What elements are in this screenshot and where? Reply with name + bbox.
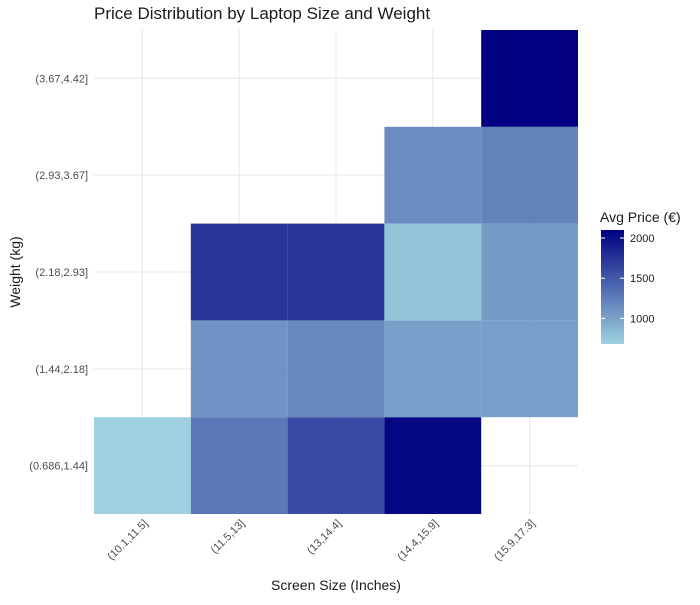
heatmap-cell — [384, 320, 482, 418]
legend-tick-label: 1500 — [630, 273, 654, 285]
y-tick-label: (1.44,2.18] — [35, 364, 88, 376]
x-tick-label: (15.9,17.3] — [492, 518, 538, 564]
heatmap-cell — [287, 223, 385, 321]
heatmap-cell — [384, 417, 482, 514]
heatmap-cell — [94, 417, 191, 514]
x-tick-label: (10.1,11.5] — [105, 518, 150, 563]
legend-tick-label: 1000 — [630, 313, 654, 325]
legend: Avg Price (€) 1000 1500 2000 — [600, 209, 681, 344]
y-tick-label: (2.18,2.93] — [35, 267, 88, 279]
heatmap-cell — [481, 223, 578, 321]
heatmap-cells — [94, 30, 578, 514]
x-tick-label: (13,14.4] — [305, 518, 344, 557]
heatmap-cell — [190, 320, 288, 418]
y-tick-label: (2.93,3.67] — [35, 170, 88, 182]
heatmap-cell — [384, 223, 482, 321]
heatmap-cell — [481, 30, 578, 127]
y-tick-label: (3.67,4.42] — [35, 73, 88, 85]
heatmap-cell — [190, 223, 288, 321]
legend-title: Avg Price (€) — [600, 209, 681, 225]
x-tick-label: (14.4,15.9] — [395, 518, 441, 564]
heatmap-cell — [384, 126, 482, 224]
legend-colorbar — [601, 230, 624, 344]
x-axis-title: Screen Size (Inches) — [271, 577, 401, 593]
heatmap-cell — [287, 320, 385, 418]
x-tick-label: (11.5,13] — [209, 518, 248, 557]
heatmap-cell — [481, 126, 578, 224]
heatmap-cell — [481, 320, 578, 418]
heatmap-cell — [190, 417, 288, 514]
chart-title: Price Distribution by Laptop Size and We… — [94, 4, 431, 23]
heatmap-cell — [287, 417, 385, 514]
legend-tick-label: 2000 — [630, 233, 654, 245]
y-tick-label: (0.686,1.44] — [29, 461, 88, 473]
y-axis-title: Weight (kg) — [7, 236, 23, 307]
